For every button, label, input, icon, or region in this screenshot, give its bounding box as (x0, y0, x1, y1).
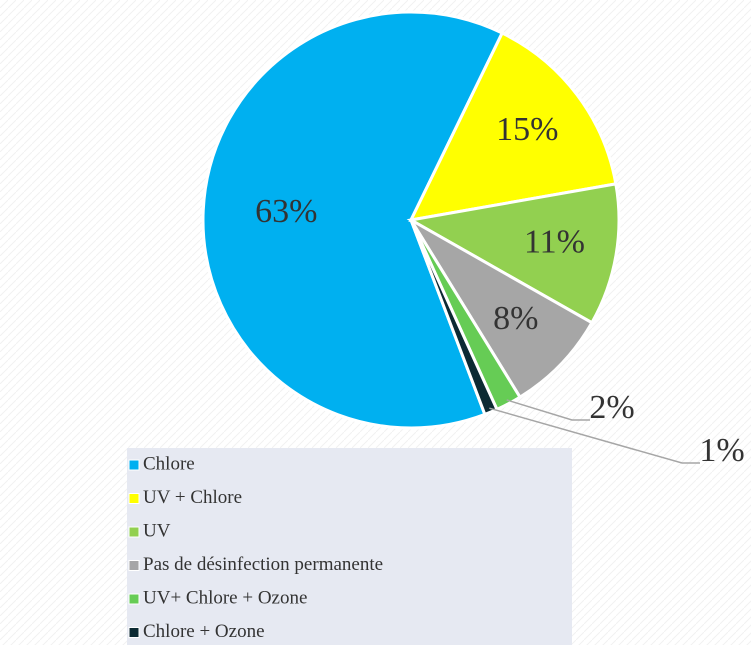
leader-line (489, 407, 700, 464)
legend-label: Chlore + Ozone (143, 621, 265, 642)
legend-swatch (128, 560, 140, 571)
legend-label: Chlore (143, 453, 195, 474)
legend-label: Pas de désinfection permanente (143, 554, 383, 575)
data-label: 2% (589, 389, 634, 426)
pie-slice (406, 182, 621, 325)
data-label: 8% (493, 300, 538, 337)
legend-swatch (128, 493, 140, 504)
pie-slice (409, 219, 499, 417)
data-label: 63% (255, 193, 317, 230)
pie-slice (408, 31, 618, 222)
legend-swatch (128, 526, 140, 538)
leader-line (506, 399, 590, 421)
legend-swatch (128, 627, 140, 638)
legend-box (127, 448, 572, 645)
pie-slice (409, 218, 594, 400)
data-label: 1% (699, 432, 744, 469)
legend-swatch (128, 459, 140, 471)
legend-swatch (128, 593, 140, 605)
legend-label: UV+ Chlore + Ozone (143, 587, 307, 608)
legend-label: UV + Chlore (143, 487, 242, 508)
pie-slice (201, 10, 505, 430)
data-label: 15% (496, 111, 558, 148)
legend-label: UV (143, 520, 171, 541)
data-label: 11% (524, 224, 585, 261)
